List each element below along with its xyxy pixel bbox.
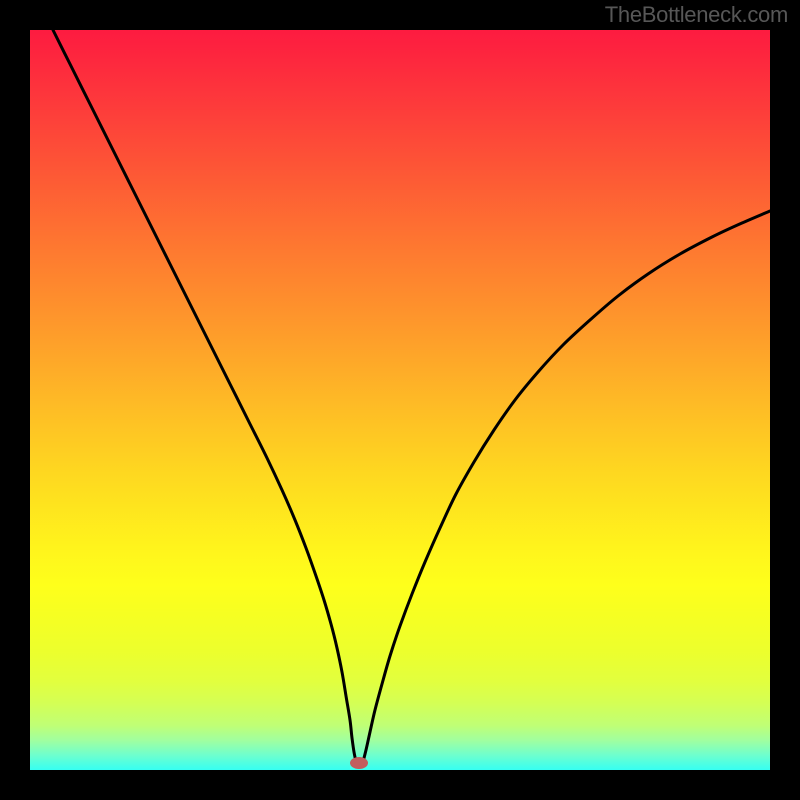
plot-area <box>30 30 770 770</box>
watermark-text: TheBottleneck.com <box>605 2 788 28</box>
optimum-marker <box>350 757 368 769</box>
bottleneck-chart <box>0 0 800 800</box>
chart-container <box>0 0 800 800</box>
